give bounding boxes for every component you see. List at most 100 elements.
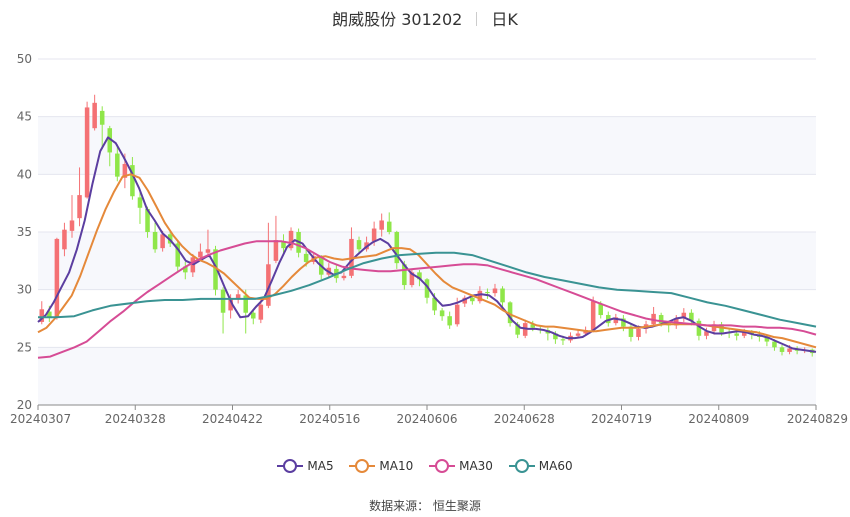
legend-label-ma60: MA60 — [538, 459, 573, 473]
x-tick-label: 20240606 — [396, 412, 457, 426]
x-tick-label: 20240719 — [591, 412, 652, 426]
candle-body — [258, 304, 264, 320]
candle-body — [462, 297, 468, 304]
x-tick-label: 20240829 — [787, 412, 848, 426]
legend-item-ma10[interactable]: MA10 — [349, 459, 413, 473]
candle-body — [560, 339, 566, 341]
candle-body — [454, 304, 460, 325]
candle-body — [741, 332, 747, 336]
candle-body — [99, 110, 105, 125]
candle-body — [447, 316, 452, 326]
legend-swatch-ma60 — [508, 459, 535, 473]
candle-body — [235, 294, 241, 299]
y-tick-label: 35 — [17, 225, 32, 239]
candle-body — [341, 275, 347, 279]
candle-body — [137, 197, 143, 208]
candle-body — [122, 163, 128, 178]
candle-body — [371, 228, 377, 242]
candle-body — [205, 249, 211, 253]
candle-body — [62, 229, 67, 250]
x-tick-label: 20240516 — [299, 412, 360, 426]
candle-body — [500, 288, 505, 303]
candle-body — [220, 289, 226, 313]
plot-band — [38, 347, 816, 405]
candle-body — [553, 333, 558, 340]
candle-body — [54, 238, 60, 318]
stock-name: 朗威股份 301202 — [332, 10, 463, 29]
candle-body — [409, 272, 415, 286]
candle-body — [689, 312, 694, 321]
candle-body — [356, 240, 362, 250]
candle-body — [288, 230, 294, 249]
candle-body — [485, 291, 490, 294]
y-tick-label: 25 — [17, 340, 32, 354]
candle-body — [704, 331, 709, 336]
title-separator — [476, 12, 478, 26]
legend-item-ma5[interactable]: MA5 — [277, 459, 334, 473]
candle-body — [734, 333, 739, 336]
candle-body — [349, 238, 354, 276]
series-line-ma30 — [37, 240, 817, 359]
candle-body — [590, 301, 596, 331]
candle-body — [77, 195, 82, 219]
period-label: 日K — [491, 10, 518, 29]
y-tick-label: 40 — [17, 167, 32, 181]
candle-body — [439, 310, 445, 317]
candle-body — [636, 328, 641, 337]
candle-body — [424, 279, 430, 298]
candle-body — [273, 240, 279, 261]
candle-body — [417, 272, 422, 280]
candle-body — [84, 107, 90, 198]
y-tick-label: 30 — [17, 283, 32, 297]
candle-body — [69, 220, 75, 231]
candle-body — [530, 324, 536, 328]
candle-body — [628, 326, 634, 337]
candle-body — [507, 302, 513, 324]
x-tick-label: 20240328 — [105, 412, 166, 426]
candle-body — [696, 320, 702, 336]
candle-body — [787, 348, 792, 352]
y-tick-label: 45 — [17, 110, 32, 124]
candle-body — [681, 312, 687, 319]
candle-body — [266, 264, 271, 306]
candle-body — [175, 243, 181, 267]
y-tick-label: 20 — [17, 398, 32, 412]
x-tick-label: 20240307 — [10, 412, 71, 426]
legend-label-ma10: MA10 — [379, 459, 414, 473]
candle-body — [130, 165, 135, 197]
candle-body — [492, 288, 498, 294]
candle-body — [183, 266, 188, 273]
candle-body — [515, 324, 520, 335]
candle-body — [621, 318, 626, 327]
candle-body — [281, 241, 286, 249]
candle-body — [107, 128, 113, 153]
candle-body — [772, 341, 777, 348]
legend-item-ma60[interactable]: MA60 — [508, 459, 573, 473]
candle-body — [152, 232, 158, 250]
y-tick-label: 50 — [17, 52, 32, 66]
legend-swatch-ma30 — [429, 459, 456, 473]
candle-body — [386, 221, 392, 232]
candle-body — [613, 317, 619, 324]
chart-legend: MA5 MA10 MA30 MA60 — [0, 459, 850, 476]
x-tick-label: 20240628 — [494, 412, 555, 426]
candle-body — [92, 102, 97, 129]
candle-body — [764, 336, 770, 342]
candle-body — [598, 303, 603, 316]
candle-body — [432, 297, 437, 311]
candle-body — [39, 309, 45, 322]
series-line-ma5 — [37, 136, 817, 353]
candle-body — [303, 253, 309, 262]
x-tick-label: 20240422 — [202, 412, 263, 426]
candle-body — [658, 315, 664, 324]
legend-label-ma5: MA5 — [307, 459, 334, 473]
candle-body — [228, 298, 233, 311]
candle-body — [379, 220, 384, 230]
candle-body — [575, 333, 581, 336]
chart-title: 朗威股份 301202 日K — [0, 6, 850, 30]
legend-item-ma30[interactable]: MA30 — [429, 459, 493, 473]
candle-body — [160, 234, 165, 249]
series-line-ma60 — [38, 251, 817, 328]
candle-body — [145, 208, 150, 232]
